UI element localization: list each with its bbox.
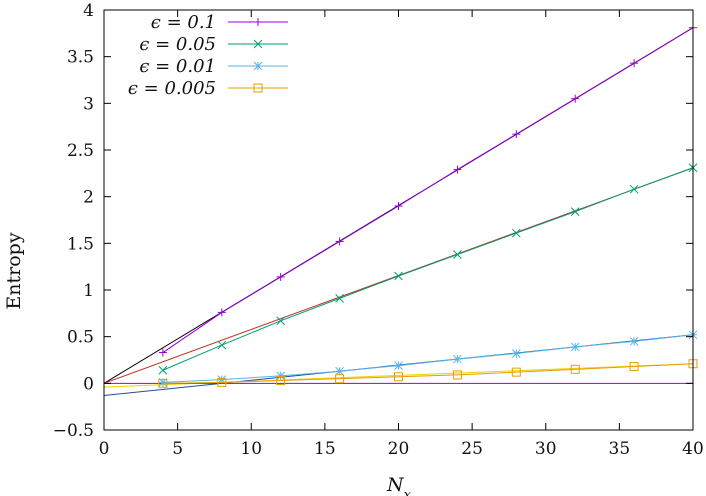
legend-entry: ϵ = 0.05 [139, 34, 288, 55]
data-series [158, 23, 698, 388]
legend-label: ϵ = 0.1 [151, 12, 216, 33]
axes: 0 5 10 15 20 25 30 35 40−0.500.511.522.533.54 [53, 1, 704, 459]
data-point [511, 349, 521, 358]
data-point [276, 316, 286, 326]
data-point [217, 377, 227, 387]
x-axis-title: Nx [386, 474, 412, 496]
legend: ϵ = 0.1ϵ = 0.05ϵ = 0.01ϵ = 0.005 [128, 12, 288, 99]
y-axis-title: Entropy [3, 232, 25, 309]
legend-label: ϵ = 0.005 [128, 78, 216, 99]
data-point [511, 228, 521, 238]
data-point [158, 348, 167, 357]
data-point [335, 237, 344, 246]
data-point [335, 294, 344, 303]
y-tick-label: 2.5 [67, 141, 94, 161]
y-tick-label: 2 [83, 188, 94, 208]
legend-marker [253, 83, 263, 93]
y-tick-label: −0.5 [53, 421, 94, 441]
series-2 [158, 330, 698, 387]
legend-marker [254, 18, 262, 26]
data-point [335, 374, 345, 384]
data-point [629, 184, 639, 194]
y-tick-label: 0 [83, 374, 94, 394]
x-tick-label: 0 [99, 439, 110, 459]
series-line [162, 167, 694, 371]
legend-marker [253, 39, 263, 49]
y-tick-label: 3.5 [67, 48, 94, 68]
x-tick-label: 10 [240, 439, 262, 459]
data-point [217, 340, 227, 350]
data-point [453, 354, 462, 364]
data-point [276, 371, 286, 381]
data-point [158, 365, 168, 375]
x-tick-label: 30 [535, 439, 557, 459]
data-point [629, 336, 639, 346]
data-point [630, 59, 639, 68]
data-point [217, 308, 226, 317]
legend-entry: ϵ = 0.1 [151, 12, 288, 33]
data-point [511, 367, 521, 377]
x-tick-label: 15 [314, 439, 336, 459]
data-point [276, 272, 285, 281]
data-point [570, 364, 580, 374]
data-point [394, 372, 403, 382]
series-1 [158, 163, 698, 375]
data-point [394, 361, 403, 370]
legend-label: ϵ = 0.05 [139, 34, 216, 55]
y-tick-label: 0.5 [67, 328, 94, 348]
legend-entry: ϵ = 0.005 [128, 78, 288, 99]
legend-entry: ϵ = 0.01 [139, 56, 288, 77]
series-0 [158, 23, 697, 357]
legend-marker [253, 61, 263, 71]
y-tick-label: 4 [83, 1, 94, 21]
legend-label: ϵ = 0.01 [139, 56, 216, 77]
data-point [394, 202, 403, 210]
y-tick-label: 1.5 [67, 234, 94, 254]
series-3 [158, 359, 698, 388]
y-tick-label: 1 [83, 281, 94, 301]
series-line [162, 27, 694, 353]
x-tick-label: 25 [461, 439, 483, 459]
data-point [276, 376, 286, 386]
series-line [162, 363, 694, 384]
data-point [452, 370, 462, 380]
x-tick-label: 5 [172, 439, 183, 459]
data-point [158, 378, 168, 388]
data-point [629, 362, 639, 372]
data-point [394, 271, 403, 281]
data-point [571, 94, 580, 103]
data-point [453, 165, 462, 174]
series-line [162, 334, 694, 383]
data-point [570, 342, 580, 352]
data-point [335, 366, 344, 376]
data-point [453, 250, 462, 259]
x-tick-label: 35 [609, 439, 631, 459]
data-point [570, 207, 580, 216]
x-tick-label: 20 [388, 439, 410, 459]
y-tick-label: 3 [83, 94, 94, 114]
x-tick-label: 40 [682, 439, 704, 459]
data-point [512, 130, 521, 139]
